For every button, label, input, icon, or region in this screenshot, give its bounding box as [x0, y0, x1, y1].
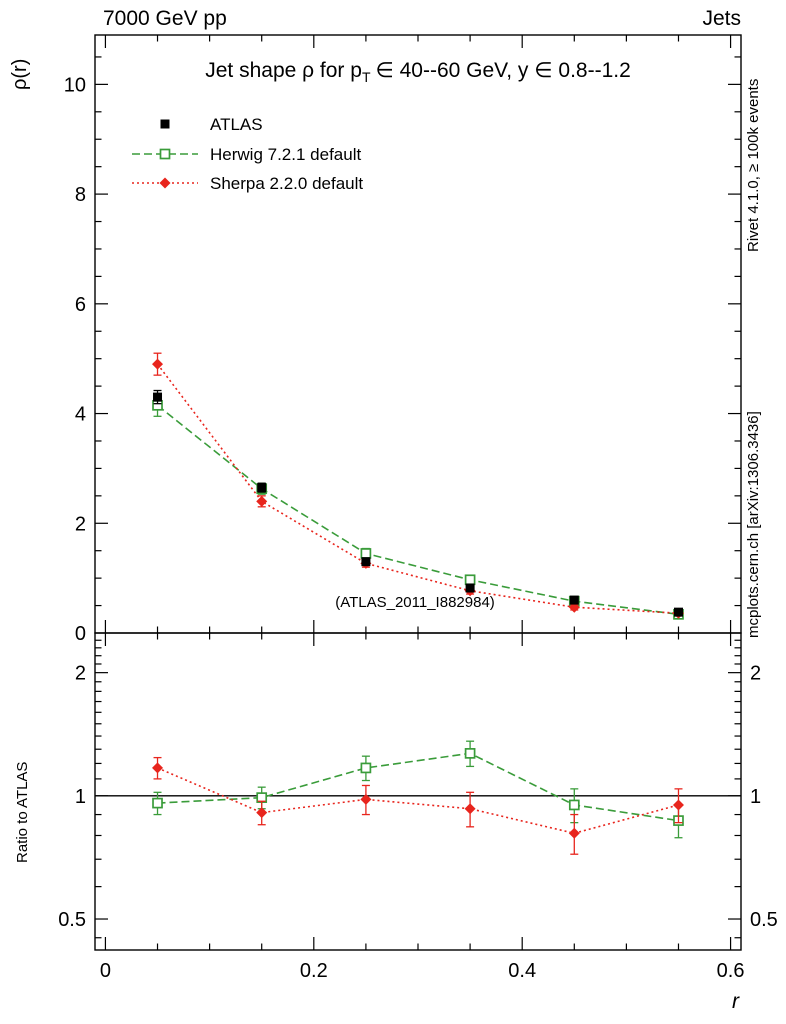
ratio-series-herwig — [152, 740, 684, 839]
ratio-tick-label-left: 2 — [75, 663, 86, 685]
series-layer — [152, 352, 684, 855]
static-text-layer: 7000 GeV pp Jets Jet shape ρ for pT ∈ 40-… — [9, 7, 762, 1013]
ratio-series-sherpa — [152, 756, 684, 855]
x-tick-label: 0.6 — [717, 960, 745, 982]
series-herwig — [152, 393, 684, 620]
y-axis-label-main: ρ(r) — [9, 59, 31, 90]
x-tick-label: 0 — [100, 960, 111, 982]
ratio-tick-label-left: 0.5 — [58, 909, 86, 931]
series-sherpa — [152, 352, 684, 619]
y-tick-label-main: 8 — [75, 184, 86, 206]
x-tick-label: 0.2 — [300, 960, 328, 982]
y-tick-label-main: 2 — [75, 513, 86, 535]
mcplots-arxiv-label: mcplots.cern.ch [arXiv:1306.3436] — [745, 411, 762, 638]
x-axis-label: r — [732, 990, 740, 1013]
ratio-tick-label-right: 0.5 — [750, 909, 778, 931]
legend-label-sherpa: Sherpa 2.2.0 default — [210, 174, 363, 193]
y-tick-label-main: 6 — [75, 294, 86, 316]
y-tick-label-main: 0 — [75, 623, 86, 645]
analysis-id-watermark: (ATLAS_2011_I882984) — [335, 594, 495, 611]
ratio-tick-label-left: 1 — [75, 786, 86, 808]
y-tick-label-main: 10 — [64, 74, 86, 96]
ratio-tick-label-right: 1 — [750, 786, 761, 808]
rivet-version-label: Rivet 4.1.0, ≥ 100k events — [745, 79, 762, 252]
plot-title: Jet shape ρ for pT ∈ 40--60 GeV, y ∈ 0.8-… — [205, 59, 631, 85]
legend-label-atlas: ATLAS — [210, 115, 263, 134]
legend: ATLAS Herwig 7.2.1 default Sherpa 2.2.0 de… — [132, 115, 363, 193]
y-axis-label-ratio: Ratio to ATLAS — [14, 762, 31, 863]
legend-entry-atlas: ATLAS — [160, 115, 263, 134]
legend-label-herwig: Herwig 7.2.1 default — [210, 145, 361, 164]
header-beam-energy: 7000 GeV pp — [103, 7, 227, 30]
legend-entry-sherpa: Sherpa 2.2.0 default — [132, 174, 363, 193]
y-tick-label-main: 4 — [75, 404, 86, 426]
header-analysis-type: Jets — [702, 7, 741, 30]
x-tick-label: 0.4 — [508, 960, 536, 982]
axes-layer: 0 2 4 6 8 10 0.5 0.5 1 1 2 2 0 0.2 0.4 0.6 — [58, 34, 778, 982]
ratio-tick-label-right: 2 — [750, 663, 761, 685]
series-atlas — [153, 389, 683, 617]
legend-entry-herwig: Herwig 7.2.1 default — [132, 145, 361, 164]
